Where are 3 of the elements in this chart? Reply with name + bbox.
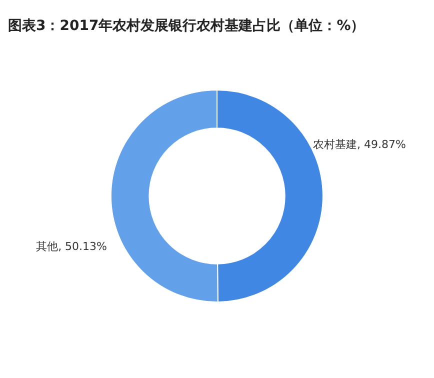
chart-title: 图表3：2017年农村发展银行农村基建占比（单位：%） <box>8 18 365 34</box>
slice-label: 其他, 50.13% <box>36 240 107 253</box>
slice-label: 农村基建, 49.87% <box>313 138 406 151</box>
